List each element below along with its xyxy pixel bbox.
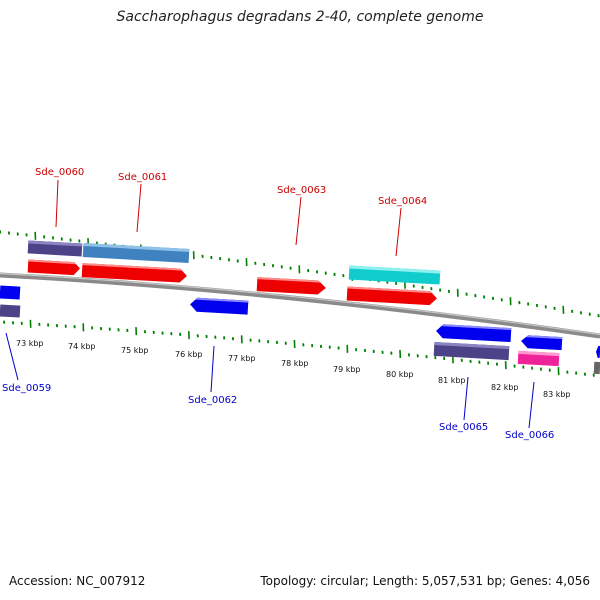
genome-summary-text: Topology: circular; Length: 5,057,531 bp… — [260, 574, 590, 588]
accession-text: Accession: NC_007912 — [9, 574, 146, 588]
gene-label-reverse: Sde_0065 — [439, 422, 488, 433]
scale-label: 73 kbp — [16, 339, 44, 348]
gene-label-forward: Sde_0063 — [277, 185, 326, 196]
leader-line — [210, 345, 215, 393]
scale-label: 75 kbp — [121, 346, 149, 355]
gene-label-forward: Sde_0064 — [378, 196, 427, 207]
leader-line — [5, 332, 19, 381]
leader-line — [136, 183, 142, 233]
leader-line — [528, 381, 535, 429]
lower-tick-ring — [3, 319, 595, 377]
leader-line — [395, 207, 402, 257]
leader-line — [295, 196, 302, 246]
gene-label-reverse: Sde_0062 — [188, 395, 237, 406]
map-title: Saccharophagus degradans 2-40, complete … — [116, 9, 484, 25]
gene-box — [593, 361, 600, 375]
gene-label-reverse: Sde_0066 — [505, 430, 554, 441]
gene-label-forward: Sde_0060 — [35, 167, 84, 178]
leader-line — [55, 179, 59, 228]
gene-box — [0, 304, 21, 318]
scale-label: 79 kbp — [333, 365, 361, 374]
leader-line — [463, 376, 469, 421]
gene-arrow-reverse — [0, 285, 21, 300]
scale-label: 83 kbp — [543, 390, 571, 399]
gene-arrow-reverse — [521, 335, 563, 351]
gene-arrow-reverse — [190, 297, 249, 315]
scale-label: 82 kbp — [491, 383, 519, 392]
scale-label: 76 kbp — [175, 350, 203, 359]
scale-label: 74 kbp — [68, 342, 96, 351]
scale-label: 80 kbp — [386, 370, 414, 379]
scale-label: 81 kbp — [438, 376, 466, 385]
scale-label: 77 kbp — [228, 354, 256, 363]
genome-backbone — [0, 272, 600, 339]
gene-arrow-reverse — [596, 345, 600, 358]
scale-label: 78 kbp — [281, 359, 309, 368]
gene-label-reverse: Sde_0059 — [2, 383, 51, 394]
gene-label-forward: Sde_0061 — [118, 172, 167, 183]
